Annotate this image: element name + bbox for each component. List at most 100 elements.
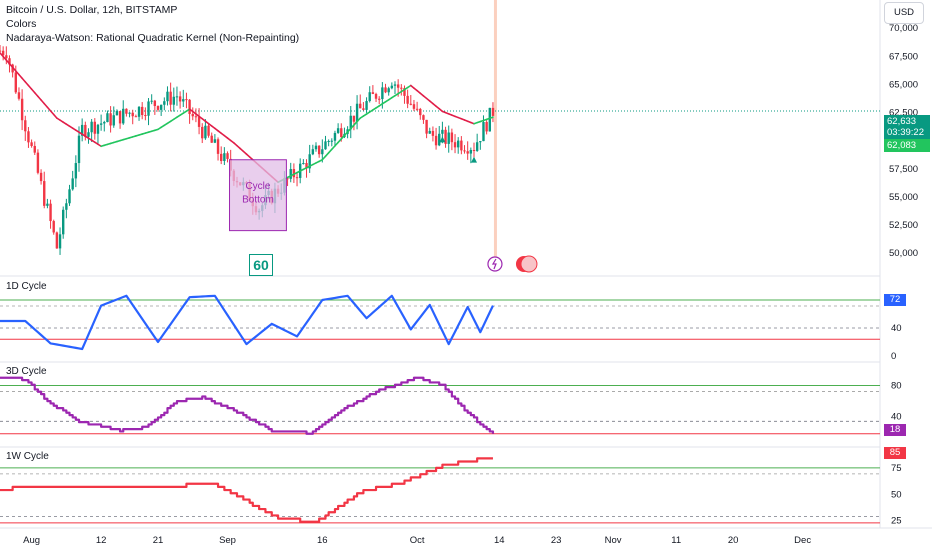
candle-body <box>30 142 33 146</box>
candle-body <box>178 96 182 102</box>
candle-body <box>163 101 166 105</box>
kernel-line-segment <box>15 70 20 76</box>
candle-body <box>197 117 201 127</box>
candle-body <box>457 140 460 148</box>
candle-body <box>33 145 36 153</box>
kernel-line-segment <box>46 106 52 112</box>
candle-body <box>469 149 473 154</box>
cycle-3d-tick-label: 40 <box>891 412 902 423</box>
candle-body <box>374 93 378 99</box>
cycle-1w-tick-label: 25 <box>891 516 902 527</box>
candle-body <box>355 103 359 122</box>
kernel-line-segment <box>5 59 11 65</box>
candle-body <box>292 169 296 178</box>
candle-body <box>0 50 2 52</box>
candle-body <box>1 50 5 56</box>
candle-body <box>93 121 96 134</box>
candle-body <box>387 88 390 93</box>
candle-body <box>213 139 217 143</box>
candle-body <box>109 113 112 126</box>
candle-body <box>317 145 321 155</box>
currency-selector[interactable]: USD <box>884 2 924 24</box>
candle-body <box>36 152 40 173</box>
candle-body <box>482 121 485 142</box>
candle-body <box>422 115 425 120</box>
candle-body <box>58 234 62 249</box>
time-tick-label: Oct <box>410 535 425 546</box>
candle-body <box>27 131 30 143</box>
us-flag-icon-secondary[interactable] <box>520 255 538 273</box>
kernel-line-segment <box>27 84 33 90</box>
cycle-bottom-label-line1: Cycle <box>245 181 270 192</box>
pane-label-1w: 1W Cycle <box>6 451 49 462</box>
candle-body <box>118 111 122 124</box>
candle-body <box>55 232 59 249</box>
candle-body <box>438 133 441 146</box>
buy-signal-marker <box>471 156 477 163</box>
candle-body <box>488 107 491 132</box>
indicator-colors-label: Colors <box>6 18 37 30</box>
candle-body <box>43 181 46 206</box>
candle-body <box>153 100 157 107</box>
candle-body <box>46 203 49 206</box>
cycle-bottom-box[interactable] <box>229 159 287 232</box>
cycle-3d-line <box>0 376 495 435</box>
cycle-1w-line <box>0 457 493 523</box>
cycle-1d-tick-label: 40 <box>891 323 902 334</box>
time-tick-label: Dec <box>794 535 811 546</box>
candle-body <box>147 101 150 116</box>
value-badge-1d: 72 <box>884 294 906 306</box>
candle-body <box>131 112 134 117</box>
candle-body <box>289 169 292 179</box>
candle-body <box>226 153 229 159</box>
candle-body <box>90 121 93 133</box>
price-tick-label: 52,500 <box>889 220 918 231</box>
candle-body <box>491 107 495 116</box>
candle-body <box>68 189 71 204</box>
cycle-1w-tick-label: 75 <box>891 463 902 474</box>
candle-body <box>223 153 226 162</box>
candle-body <box>112 115 115 126</box>
chart-title: Bitcoin / U.S. Dollar, 12h, BITSTAMP <box>6 4 178 16</box>
indicator-kernel-label: Nadaraya-Watson: Rational Quadratic Kern… <box>6 32 300 44</box>
candle-body <box>87 132 90 137</box>
candle-body <box>308 154 311 169</box>
candle-body <box>166 91 169 102</box>
lightning-glyph <box>491 258 497 270</box>
value-badge-3d: 18 <box>884 424 906 436</box>
kernel-line-segment <box>37 95 42 101</box>
candle-body <box>14 72 17 93</box>
candle-body <box>362 108 365 110</box>
candle-body <box>125 108 128 114</box>
candle-body <box>333 132 337 141</box>
kernel-line-segment <box>11 66 17 72</box>
candle-body <box>150 100 153 102</box>
cycle-3d-tick-label: 80 <box>891 381 902 392</box>
candle-body <box>128 112 131 114</box>
candle-body <box>431 130 435 136</box>
candle-body <box>359 103 362 109</box>
candle-body <box>52 221 55 233</box>
candle-body <box>412 104 416 109</box>
candle-body <box>428 130 431 134</box>
cycle-1d-line <box>0 294 494 351</box>
time-tick-label: 20 <box>728 535 739 546</box>
candle-body <box>204 125 207 139</box>
candle-body <box>393 84 397 86</box>
candle-body <box>106 113 109 123</box>
candle-body <box>141 106 144 116</box>
candle-body <box>460 140 463 151</box>
candle-body <box>475 142 479 151</box>
candle-body <box>8 58 11 65</box>
kernel-line-segment <box>33 91 39 98</box>
candle-body <box>403 88 406 96</box>
candle-body <box>103 122 106 124</box>
current-bar-highlight <box>493 0 497 270</box>
time-tick-label: Nov <box>605 535 622 546</box>
candle-body <box>17 92 21 99</box>
candle-body <box>207 125 210 136</box>
candle-body <box>327 141 330 143</box>
candle-body <box>384 87 387 93</box>
candle-body <box>188 99 191 115</box>
